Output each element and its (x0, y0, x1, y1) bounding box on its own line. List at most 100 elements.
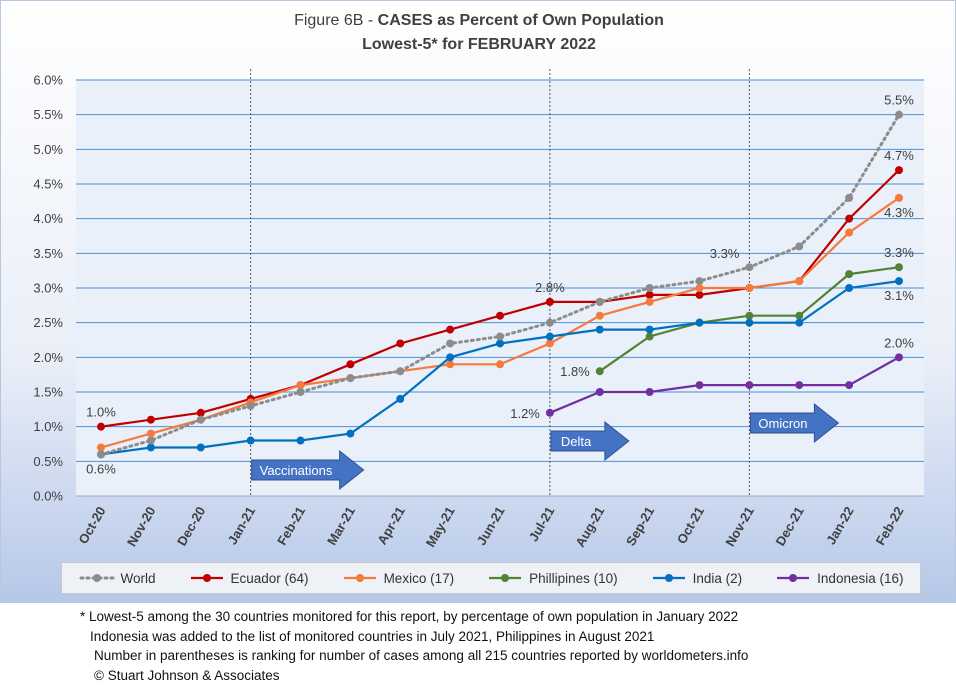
data-point (97, 422, 105, 431)
data-point (895, 193, 903, 202)
data-point (795, 242, 804, 251)
data-point (595, 325, 604, 334)
y-tick-label: 4.5% (33, 177, 63, 192)
data-point (795, 277, 804, 286)
data-point (895, 166, 903, 175)
data-point (895, 277, 903, 286)
x-tick-label: Feb-22 (873, 504, 907, 548)
data-point (446, 353, 455, 362)
series-indonesia-16 (545, 353, 903, 417)
data-point (545, 318, 554, 327)
data-point (645, 332, 654, 341)
data-point (745, 318, 754, 327)
legend-label: World (120, 570, 156, 586)
x-tick-label: Nov-20 (124, 504, 159, 549)
data-point (496, 332, 504, 341)
series-line (549, 356, 900, 414)
data-point (296, 388, 305, 396)
data-point (895, 110, 903, 119)
data-point (396, 367, 405, 376)
footnote-1: * Lowest-5 among the 30 countries monito… (80, 609, 739, 624)
event-arrow-label: Delta (561, 434, 592, 449)
data-label: 1.2% (510, 406, 540, 421)
data-point (545, 297, 554, 306)
data-label: 3.1% (884, 288, 914, 303)
data-point (346, 429, 355, 438)
legend-item: World (79, 571, 156, 586)
legend-swatch-marker (202, 574, 211, 582)
legend-swatch (79, 574, 114, 582)
title-bold: CASES as Percent of Own Population (377, 12, 664, 29)
footnote-3: Number in parentheses is ranking for num… (94, 648, 749, 663)
y-tick-label: 2.5% (33, 315, 63, 330)
data-point (745, 311, 754, 320)
x-tick-label: Dec-20 (174, 504, 208, 548)
data-point (645, 388, 654, 396)
legend-label: Indonesia (16) (817, 570, 904, 586)
data-point (296, 436, 305, 445)
data-point (346, 360, 355, 369)
event-arrow-label: Omicron (758, 416, 807, 431)
data-point (496, 311, 504, 320)
data-point (146, 436, 155, 445)
data-point (196, 443, 205, 452)
data-label: 2.0% (884, 335, 914, 350)
data-label: 4.7% (884, 148, 914, 163)
y-tick-label: 6.0% (33, 73, 63, 88)
data-point (595, 311, 604, 320)
event-arrow (749, 402, 840, 444)
x-tick-label: Oct-21 (674, 504, 707, 547)
legend-item: Ecuador (64) (189, 571, 309, 586)
data-point (845, 381, 854, 390)
legend-swatch (343, 574, 376, 582)
data-point (845, 214, 854, 223)
data-point (545, 339, 554, 348)
legend-swatch (652, 574, 685, 582)
data-point (396, 394, 405, 403)
x-tick-label: Jan-22 (823, 504, 857, 547)
x-tick-label: Nov-21 (722, 504, 757, 549)
title-prefix: Figure 6B - (294, 12, 378, 29)
data-point (496, 339, 504, 348)
data-point (895, 263, 903, 272)
data-point (97, 450, 105, 459)
data-label: 2.8% (535, 280, 565, 295)
data-label: 0.6% (86, 461, 116, 476)
series-phillipines-10 (595, 263, 903, 376)
data-point (446, 325, 455, 334)
x-tick-label: Sep-21 (623, 504, 657, 548)
data-label: 5.5% (884, 93, 914, 108)
legend-swatch-marker (501, 574, 510, 582)
data-point (845, 228, 854, 237)
x-tick-label: Jun-21 (474, 504, 508, 548)
legend-label: India (2) (692, 570, 743, 586)
y-tick-label: 2.0% (33, 350, 63, 365)
data-point (695, 318, 704, 327)
data-point (496, 360, 504, 369)
footnote-2: Indonesia was added to the list of monit… (90, 628, 655, 644)
data-point (845, 270, 854, 279)
data-point (695, 381, 704, 390)
data-point (97, 443, 105, 452)
data-point (196, 408, 205, 417)
data-point (745, 263, 754, 272)
data-point (545, 408, 554, 417)
data-point (396, 339, 405, 348)
x-tick-label: May-21 (423, 504, 458, 550)
data-label: 1.0% (86, 405, 116, 420)
data-point (595, 388, 604, 396)
legend-label: Mexico (17) (383, 570, 455, 586)
x-tick-label: Mar-21 (324, 504, 358, 548)
legend-swatch-marker (664, 574, 673, 582)
chart-area: 0.0% 0.5% 1.0% 1.5% 2.0% 2.5% 3.0% 3.5% 4.0% 4.5%… (0, 0, 956, 603)
data-point (645, 297, 654, 306)
x-tick-label: Oct-20 (75, 504, 108, 547)
legend-label: Ecuador (64) (230, 570, 309, 586)
y-tick-label: 1.0% (33, 419, 63, 434)
data-point (146, 429, 155, 438)
legend-item: Mexico (17) (342, 570, 455, 586)
data-point (595, 367, 604, 376)
chart-title-line2: Lowest-5* for FEBRUARY 2022 (362, 36, 596, 53)
data-point (246, 401, 255, 410)
legend-swatch (777, 574, 810, 582)
